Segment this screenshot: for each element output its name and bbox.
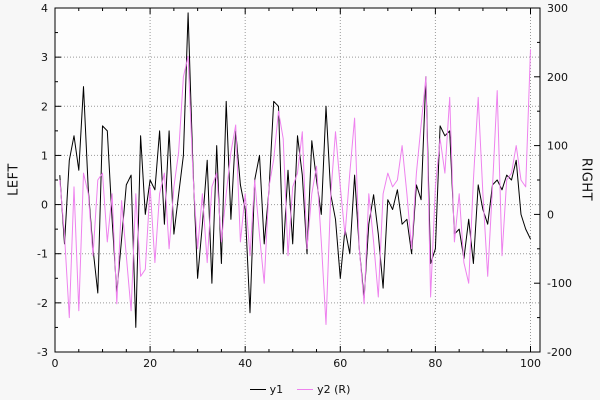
right-tick-label: 300 <box>547 2 568 15</box>
left-tick-label: -3 <box>37 346 48 359</box>
left-tick-label: 4 <box>41 2 48 15</box>
legend: y1 y2 (R) <box>0 383 600 396</box>
y2-line-swatch <box>297 389 314 390</box>
left-tick-label: -2 <box>37 297 48 310</box>
legend-item-y1: y1 <box>249 383 284 396</box>
x-tick-label: 40 <box>238 357 252 370</box>
x-tick-label: 80 <box>428 357 442 370</box>
left-tick-label: -1 <box>37 248 48 261</box>
left-axis-title: LEFT <box>6 163 22 196</box>
right-axis-title: RIGHT <box>578 157 594 202</box>
right-tick-label: 100 <box>547 140 568 153</box>
left-tick-label: 3 <box>41 51 48 64</box>
x-tick-label: 0 <box>52 357 59 370</box>
right-tick-label: -100 <box>547 277 572 290</box>
legend-item-y2: y2 (R) <box>297 383 350 396</box>
y1-line-swatch <box>249 389 266 390</box>
right-tick-label: 200 <box>547 71 568 84</box>
right-tick-label: 0 <box>547 208 554 221</box>
legend-label-y1: y1 <box>269 383 284 396</box>
plot-border <box>54 7 541 353</box>
x-tick-label: 20 <box>143 357 157 370</box>
plot-area <box>55 8 540 352</box>
legend-label-y2: y2 (R) <box>317 383 351 396</box>
left-tick-label: 0 <box>41 199 48 212</box>
left-tick-label: 1 <box>41 149 48 162</box>
right-tick-label: -200 <box>547 346 572 359</box>
x-tick-label: 60 <box>333 357 347 370</box>
left-tick-label: 2 <box>41 100 48 113</box>
x-tick-label: 100 <box>520 357 541 370</box>
series-line-y2-R <box>59 49 531 325</box>
